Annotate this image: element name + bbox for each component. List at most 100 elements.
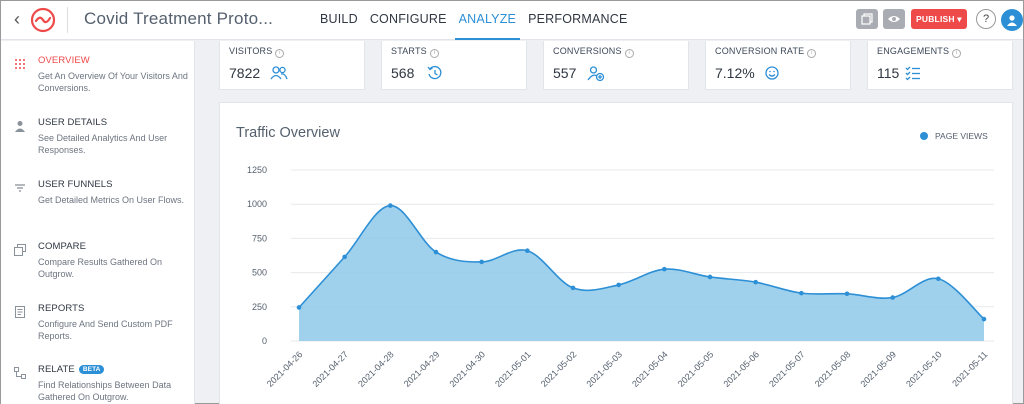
stat-value: 7822 — [229, 65, 261, 81]
history-icon — [427, 65, 442, 80]
data-point — [479, 259, 484, 265]
y-tick-label: 250 — [252, 302, 267, 312]
avatar[interactable] — [1001, 9, 1023, 31]
tab-analyze[interactable]: ANALYZE — [454, 1, 521, 40]
sidebar-item-desc: Find Relationships Between Data Gathered… — [38, 380, 172, 402]
x-tick-label: 2021-04-28 — [356, 349, 396, 389]
sidebar-item-desc: See Detailed Analytics And User Response… — [38, 133, 168, 155]
y-tick-label: 1000 — [247, 199, 267, 209]
data-point — [890, 295, 895, 300]
checklist-icon — [905, 66, 920, 81]
chart-points — [296, 203, 987, 322]
funnel-icon — [15, 184, 25, 192]
y-tick-label: 0 — [262, 336, 267, 346]
sidebar-item-title: REPORTS — [38, 303, 85, 314]
page-views-line — [298, 204, 985, 320]
stat-card-conversions: CONVERSIONS i 557 — [543, 41, 689, 90]
legend-label: PAGE VIEWS — [935, 131, 988, 141]
back-chevron-icon[interactable]: ‹ — [14, 9, 20, 29]
user-plus-icon — [587, 66, 605, 81]
stat-label-text: CONVERSIONS — [553, 46, 622, 56]
x-tick-label: 2021-05-02 — [539, 349, 579, 389]
compare-icon — [14, 244, 26, 256]
data-point — [707, 274, 713, 280]
data-point — [525, 248, 530, 254]
stat-card-conversion-rate: CONVERSION RATE i 7.12% — [705, 41, 851, 90]
sidebar-item-desc: Compare Results Gathered On Outgrow. — [38, 257, 163, 279]
sidebar-item-title: OVERVIEW — [38, 55, 90, 66]
x-tick-label: 2021-04-30 — [447, 349, 487, 389]
app-title: Covid Treatment Proto... — [84, 9, 274, 28]
sidebar-item-compare[interactable]: COMPARE Compare Results Gathered On Outg… — [1, 241, 195, 299]
help-button[interactable]: ? — [976, 9, 996, 29]
x-tick-label: 2021-05-03 — [584, 349, 624, 389]
x-tick-label: 2021-04-29 — [402, 349, 442, 389]
top-bar: ‹ Covid Treatment Proto... BUILD CONFIGU… — [1, 1, 1023, 40]
x-tick-label: 2021-05-07 — [767, 349, 807, 389]
data-point — [433, 249, 439, 255]
app-logo-icon[interactable] — [29, 6, 57, 34]
sidebar-item-overview[interactable]: OVERVIEW Get An Overview Of Your Visitor… — [1, 55, 195, 113]
info-icon[interactable]: i — [275, 49, 285, 58]
sidebar-item-title: USER FUNNELS — [38, 179, 113, 190]
info-icon[interactable]: i — [807, 49, 817, 58]
sidebar-item-desc: Get An Overview Of Your Visitors And Con… — [38, 71, 188, 93]
stat-card-visitors: VISITORS i 7822 — [219, 41, 365, 90]
tab-performance[interactable]: PERFORMANCE — [528, 12, 628, 26]
tab-configure[interactable]: CONFIGURE — [369, 12, 447, 26]
publish-button[interactable]: PUBLISH ▾ — [911, 9, 967, 29]
data-point — [296, 305, 302, 310]
grid-dots-icon — [15, 59, 25, 69]
stat-value: 7.12% — [715, 65, 755, 81]
x-tick-label: 2021-05-04 — [630, 349, 670, 389]
data-point — [662, 266, 667, 272]
smile-icon — [765, 66, 779, 80]
sidebar-item-user-details[interactable]: USER DETAILS See Detailed Analytics And … — [1, 117, 195, 175]
stat-value: 568 — [391, 65, 415, 81]
tab-build[interactable]: BUILD — [320, 12, 358, 26]
sidebar-item-title: RELATE BETA — [38, 364, 105, 375]
pages-button[interactable] — [856, 9, 878, 29]
sidebar-item-desc: Configure And Send Custom PDF Reports. — [38, 319, 173, 341]
x-tick-label: 2021-05-06 — [721, 349, 761, 389]
main-nav: BUILD CONFIGURE ANALYZE PERFORMANCE — [316, 1, 636, 40]
stat-value: 557 — [553, 65, 577, 81]
stat-value: 115 — [877, 65, 900, 81]
stat-label: CONVERSION RATE i — [715, 46, 817, 58]
user-avatar-icon — [1007, 15, 1017, 26]
stat-label: CONVERSIONS i — [553, 46, 634, 58]
x-tick-label: 2021-05-05 — [676, 349, 716, 389]
x-tick-label: 2021-05-10 — [904, 349, 944, 389]
info-icon[interactable]: i — [429, 49, 439, 58]
sidebar-item-relate[interactable]: RELATE BETA Find Relationships Between Da… — [1, 364, 195, 404]
stat-label: STARTS i — [391, 46, 439, 58]
x-tick-label: 2021-04-27 — [310, 349, 350, 389]
data-point — [570, 285, 576, 291]
data-point — [342, 254, 347, 260]
data-point — [388, 203, 393, 208]
info-icon[interactable]: i — [624, 49, 634, 58]
y-tick-label: 750 — [252, 233, 267, 243]
users-icon — [270, 66, 288, 80]
y-axis: 0 250 500 750 1000 1250 — [247, 165, 267, 346]
data-point — [936, 276, 941, 282]
stat-label-text: CONVERSION RATE — [715, 46, 805, 56]
info-icon[interactable]: i — [952, 49, 962, 58]
sidebar-item-desc: Get Detailed Metrics On User Flows. — [38, 195, 185, 205]
page-views-area — [299, 205, 984, 341]
header-divider — [67, 7, 68, 33]
preview-button[interactable] — [883, 9, 905, 29]
data-point — [799, 290, 804, 296]
sidebar-item-label: RELATE — [38, 364, 75, 375]
chart-legend[interactable]: PAGE VIEWS — [920, 131, 988, 141]
x-tick-label: 2021-05-09 — [858, 349, 898, 389]
data-point — [616, 282, 621, 288]
y-tick-label: 500 — [252, 268, 267, 278]
sidebar-item-reports[interactable]: REPORTS Configure And Send Custom PDF Re… — [1, 303, 195, 361]
x-axis: 2021-04-26 2021-04-27 2021-04-28 2021-04-29… — [265, 349, 990, 389]
stat-label: ENGAGEMENTS i — [877, 46, 962, 58]
pages-icon — [861, 13, 873, 25]
report-icon — [15, 306, 25, 318]
x-tick-label: 2021-05-08 — [813, 349, 853, 389]
sidebar-item-user-funnels[interactable]: USER FUNNELS Get Detailed Metrics On Use… — [1, 179, 195, 237]
